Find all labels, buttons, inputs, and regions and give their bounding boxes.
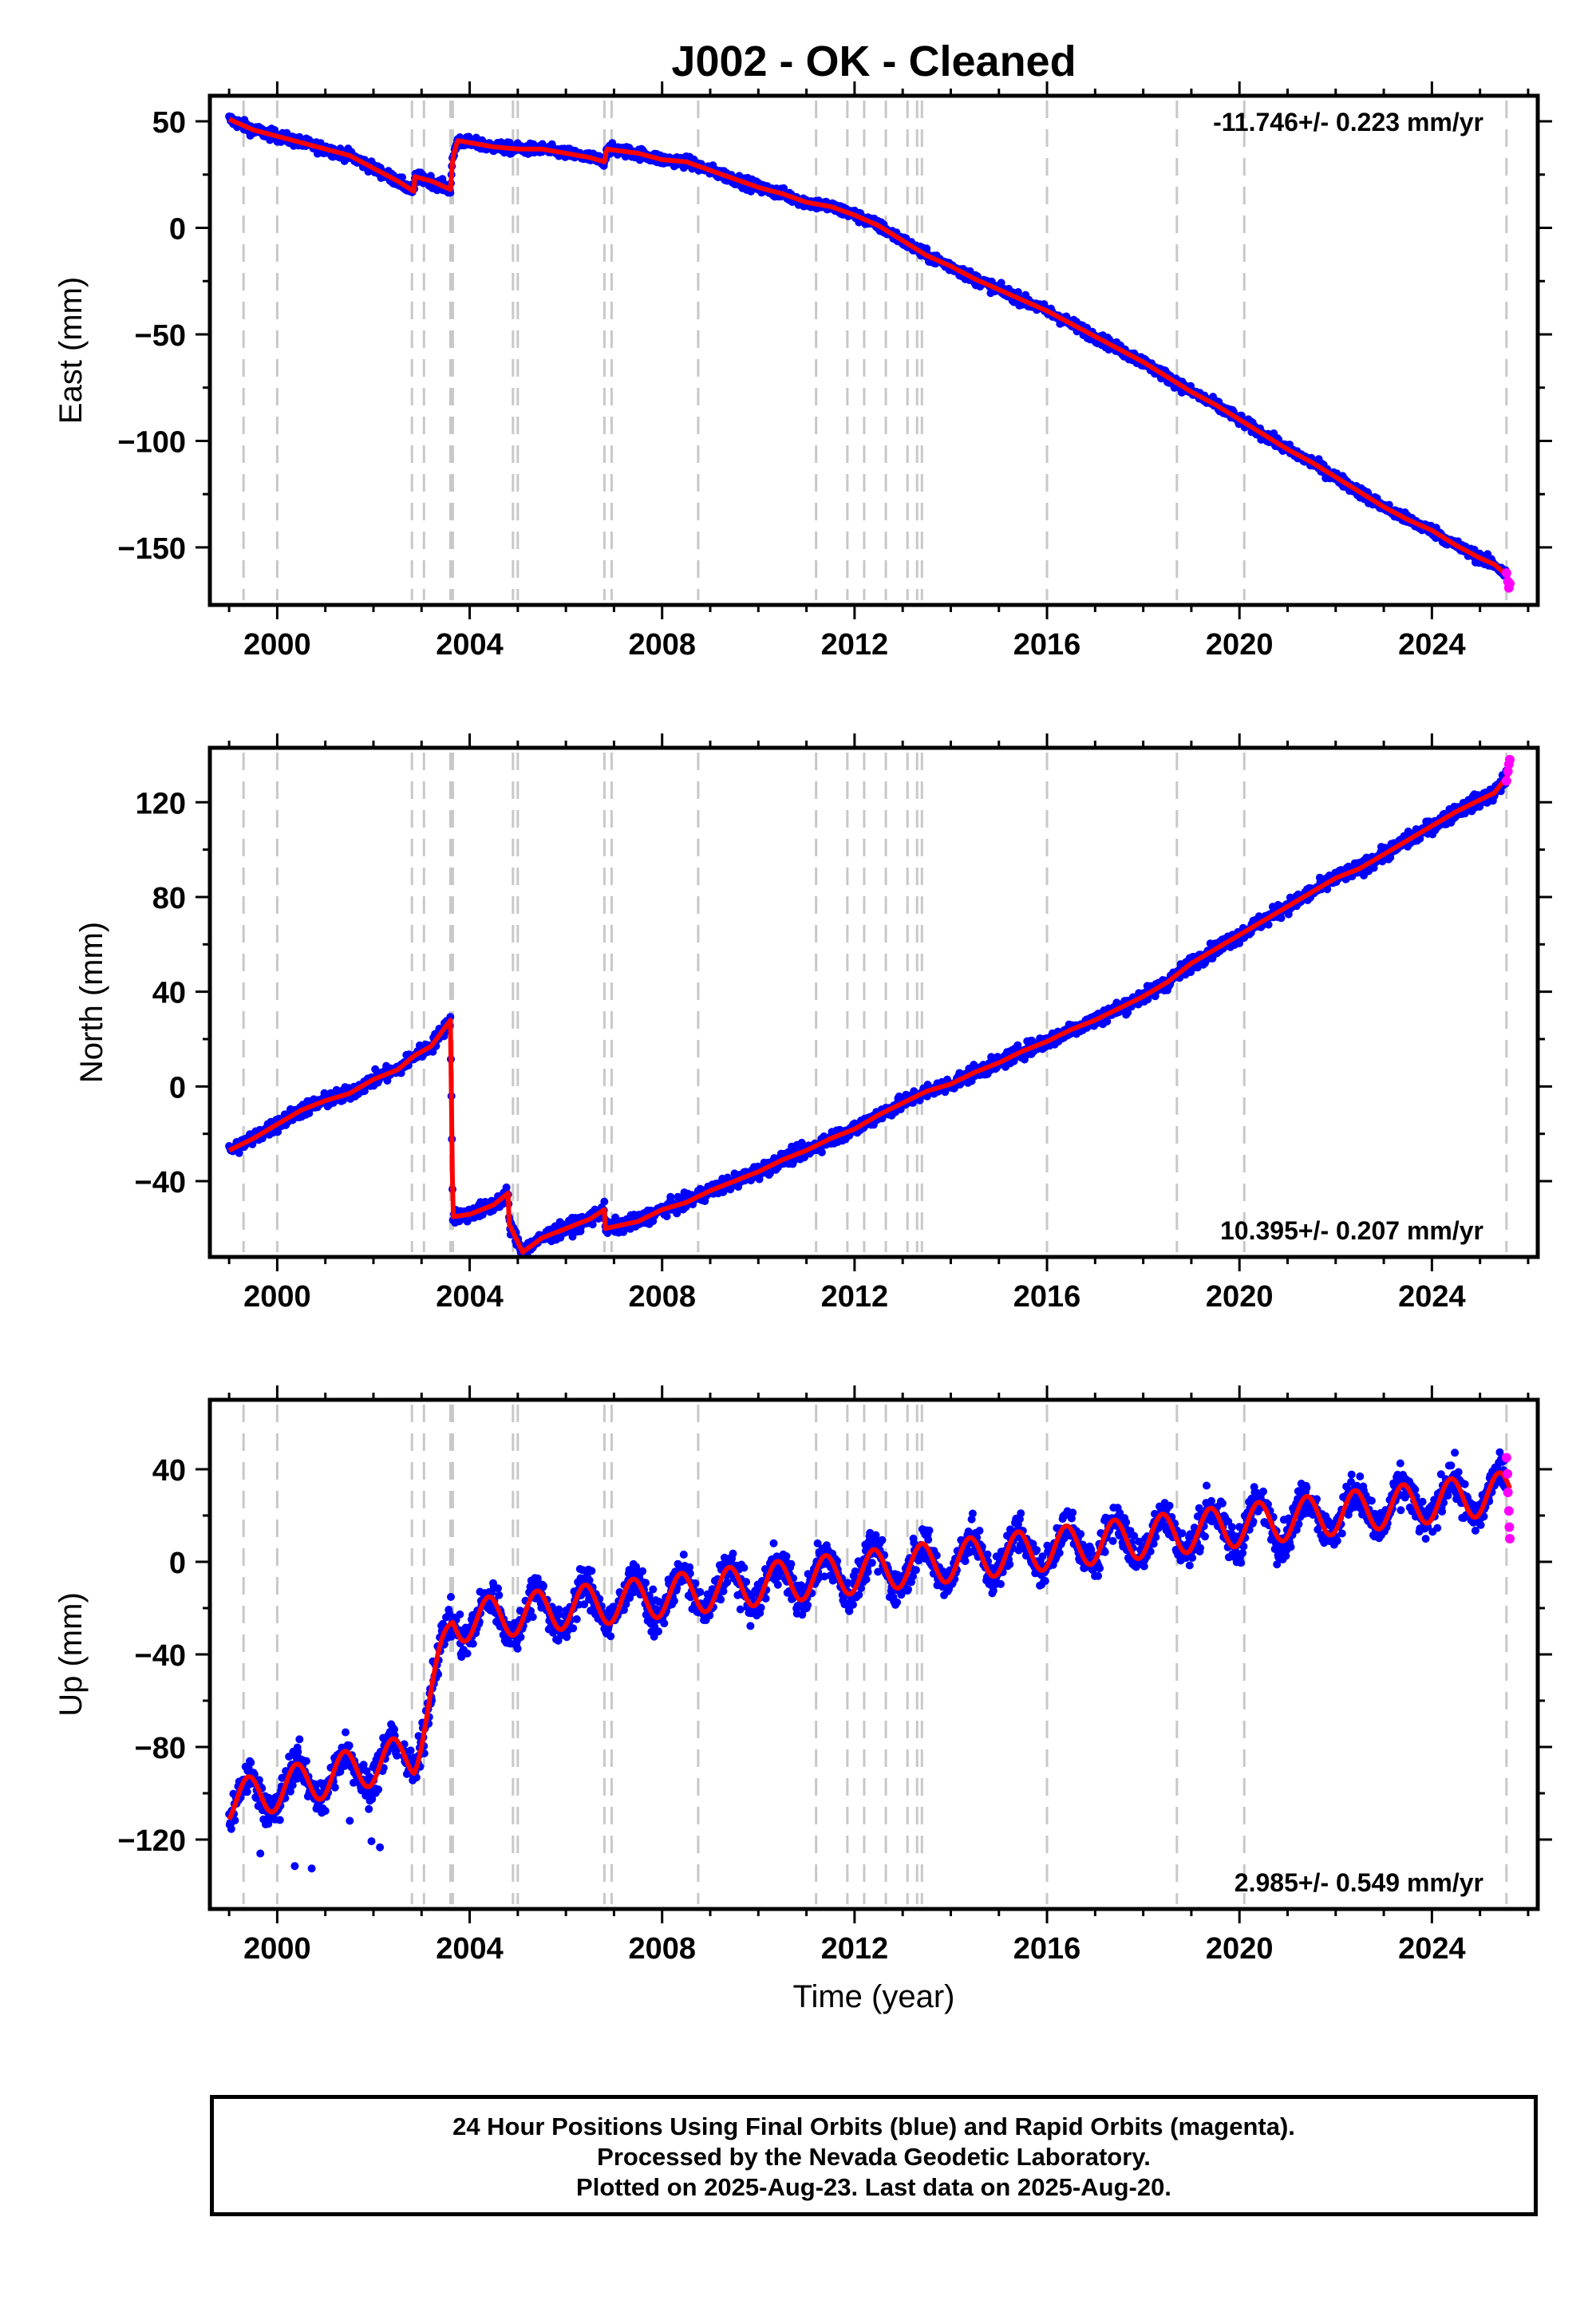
panel-frame: [207, 93, 1540, 607]
y-tick-label: 0: [169, 213, 186, 247]
rapid-orbit-point: [1501, 776, 1511, 786]
caption-box: 24 Hour Positions Using Final Orbits (bl…: [210, 2095, 1538, 2216]
x-tick-label: 2008: [628, 628, 696, 662]
x-tick-label: 2016: [1013, 1932, 1081, 1966]
y-tick-label: 0: [169, 1071, 186, 1105]
x-tick-label: 2024: [1398, 1280, 1466, 1314]
rapid-orbit-point: [1501, 567, 1511, 578]
y-tick-label: −40: [135, 1639, 186, 1673]
plot-area: [225, 1405, 1515, 1904]
x-tick-label: 2000: [243, 1280, 311, 1314]
y-tick-label: 80: [152, 882, 186, 915]
north-panel: 2000 2004 2008 2012 2016 2020 2024 120 80 40 0 −40 N…: [74, 733, 1552, 1314]
rapid-orbit-point: [1503, 1506, 1514, 1516]
plot-area: [225, 101, 1515, 600]
x-tick-label: 2008: [628, 1932, 696, 1966]
y-tick-label: 40: [152, 1454, 186, 1488]
panel-frame: [207, 1397, 1540, 1911]
model-line: [227, 1470, 1512, 1821]
x-tick-label: 2020: [1206, 628, 1274, 662]
x-tick-label: 2016: [1013, 1280, 1081, 1314]
x-tick-label: 2012: [821, 1932, 889, 1966]
x-tick-label: 2004: [436, 1932, 504, 1966]
y-tick-label: 40: [152, 977, 186, 1010]
x-tick-label: 2000: [243, 628, 311, 662]
caption-line-3: Plotted on 2025-Aug-23. Last data on 202…: [576, 2173, 1171, 2201]
final-orbits-points: [225, 112, 1511, 581]
x-tick-label: 2004: [436, 1280, 504, 1314]
panel-frame: [207, 745, 1540, 1259]
x-tick-label: 2012: [821, 628, 889, 662]
up-panel: 2000 2004 2008 2012 2016 2020 2024 40 0 −40 −80 −12…: [53, 1385, 1552, 1966]
y-tick-label: −100: [117, 425, 186, 459]
rapid-orbit-point: [1503, 1468, 1513, 1479]
y-tick-label: −120: [117, 1824, 186, 1858]
y-axis-label: North (mm): [74, 922, 109, 1083]
x-axis-label: Time (year): [793, 1979, 955, 2014]
x-tick-label: 2020: [1206, 1932, 1274, 1966]
rate-label: -11.746+/- 0.223 mm/yr: [1213, 108, 1483, 136]
final-orbits-points: [225, 1448, 1511, 1873]
y-tick-label: −80: [135, 1732, 186, 1765]
y-tick-label: −40: [135, 1166, 186, 1199]
rapid-orbit-point: [1503, 766, 1513, 777]
y-tick-label: 0: [169, 1547, 186, 1580]
y-axis-label: Up (mm): [53, 1592, 89, 1717]
final-orbits-points: [225, 766, 1511, 1257]
x-tick-label: 2024: [1398, 628, 1466, 662]
rapid-orbit-point: [1505, 754, 1515, 765]
model-line: [227, 117, 1511, 580]
x-tick-label: 2004: [436, 628, 504, 662]
plot-area: [225, 753, 1515, 1257]
rate-label: 2.985+/- 0.549 mm/yr: [1235, 1868, 1483, 1897]
x-tick-label: 2008: [628, 1280, 696, 1314]
rapid-orbit-point: [1503, 1488, 1513, 1497]
y-tick-label: 50: [152, 106, 186, 140]
east-panel: 2000 2004 2008 2012 2016 2020 2024 50 0 −50 −100 −1…: [53, 81, 1552, 662]
figure-title: J002 - OK - Cleaned: [671, 38, 1076, 85]
x-tick-label: 2020: [1206, 1280, 1274, 1314]
rapid-orbit-point: [1505, 1534, 1515, 1543]
x-tick-label: 2016: [1013, 628, 1081, 662]
rapid-orbit-point: [1504, 1522, 1515, 1532]
caption-line-2: Processed by the Nevada Geodetic Laborat…: [597, 2143, 1151, 2171]
x-tick-label: 2000: [243, 1932, 311, 1966]
x-tick-label: 2012: [821, 1280, 889, 1314]
rapid-orbit-point: [1501, 1452, 1511, 1463]
rate-label: 10.395+/- 0.207 mm/yr: [1220, 1216, 1483, 1245]
y-tick-label: 120: [136, 787, 186, 820]
rapid-orbit-point: [1505, 579, 1515, 589]
y-tick-label: −150: [117, 532, 186, 566]
y-axis-label: East (mm): [53, 277, 89, 424]
x-tick-label: 2024: [1398, 1932, 1466, 1966]
model-line: [227, 771, 1511, 1255]
y-tick-label: −50: [135, 319, 186, 353]
caption-line-1: 24 Hour Positions Using Final Orbits (bl…: [452, 2112, 1295, 2140]
